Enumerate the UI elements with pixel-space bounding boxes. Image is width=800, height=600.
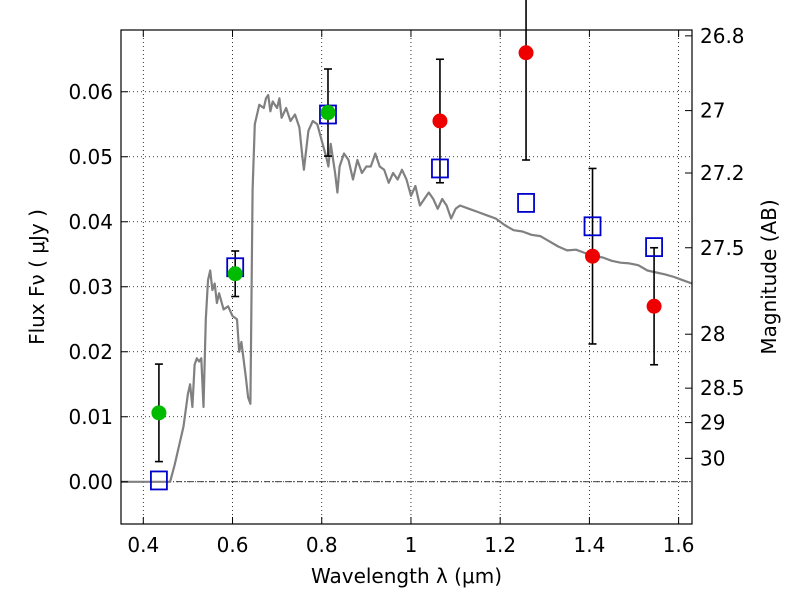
red-data-point — [432, 113, 448, 129]
green-data-point — [320, 105, 336, 121]
model-photometry-box — [645, 237, 663, 258]
y-tick-label: 0.04 — [68, 210, 113, 234]
grid-lines — [121, 30, 692, 524]
y2-tick-label: 30 — [700, 446, 725, 470]
y-tick-label: 0.02 — [68, 340, 113, 364]
y2-tick-label: 27 — [700, 99, 725, 123]
model-photometry-box — [517, 192, 535, 213]
model-photometry-box — [583, 216, 602, 237]
x-axis-label: Wavelength λ (μm) — [311, 564, 502, 588]
plot-frame — [120, 29, 693, 525]
y2-tick-label: 28 — [700, 322, 725, 346]
y2-axis-label: Magnitude (AB) — [757, 199, 781, 354]
model-spectrum — [121, 93, 693, 483]
error-bars — [154, 0, 659, 463]
y2-tick-label: 28.5 — [700, 376, 745, 400]
y2-tick-label: 29 — [700, 411, 725, 435]
red-data-point — [518, 45, 534, 61]
y-tick-label: 0.03 — [68, 275, 113, 299]
y2-axis-ticks: 26.8 27 27.2 27.5 28 28.5 29 30 — [685, 24, 745, 470]
x-tick-label: 0.4 — [127, 533, 159, 557]
red-data-point — [646, 298, 662, 314]
y2-tick-label: 26.8 — [700, 24, 745, 48]
y-tick-label: 0.06 — [68, 80, 113, 104]
x-tick-label: 1.4 — [573, 533, 605, 557]
x-tick-label: 1.6 — [663, 533, 695, 557]
x-tick-label: 1 — [405, 533, 418, 557]
model-photometry-box — [150, 470, 168, 491]
observed-points — [151, 45, 662, 421]
model-photometry-boxes — [150, 104, 663, 491]
x-tick-label: 1.2 — [484, 533, 516, 557]
x-tick-label: 0.6 — [217, 533, 249, 557]
x-tick-label: 0.8 — [306, 533, 338, 557]
y2-tick-label: 27.5 — [700, 236, 745, 260]
red-data-point — [585, 248, 601, 264]
green-data-point — [151, 405, 167, 421]
y-axis-label: Flux Fν ( μJy ) — [25, 209, 49, 345]
y2-tick-label: 27.2 — [700, 161, 745, 185]
model-photometry-box — [431, 158, 449, 179]
y-axis-ticks: 0.00 0.01 0.02 0.03 0.04 0.05 0.06 — [68, 80, 128, 494]
y-tick-label: 0.01 — [68, 405, 113, 429]
y-tick-label: 0.05 — [68, 145, 113, 169]
green-data-point — [227, 266, 243, 282]
model-spectrum-line — [121, 93, 693, 483]
x-axis-ticks: 0.4 0.6 0.8 1 1.2 1.4 1.6 — [127, 30, 695, 557]
y-tick-label: 0.00 — [68, 470, 113, 494]
